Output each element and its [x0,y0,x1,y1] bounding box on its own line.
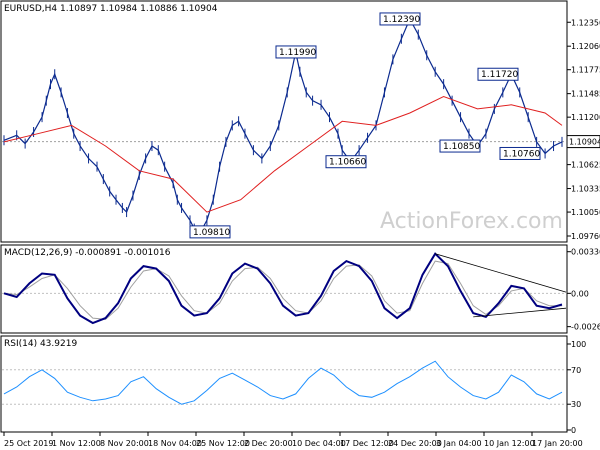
price-axis-label: 1.11775 [571,66,600,75]
rsi-axis-label: 70 [571,366,581,375]
callout-box [275,45,317,59]
price-header: EURUSD,H4 1.10897 1.10984 1.10886 1.1090… [4,4,218,14]
callout-label: 1.10760 [503,149,540,159]
price-axis-label: 1.12350 [571,18,600,27]
callout-1.12390: 1.12390 [379,12,421,26]
price-axis-label: 1.10335 [571,185,600,194]
price-axis-label: 1.10625 [571,161,600,170]
series-line-macd [3,252,563,325]
x-axis-label: 17 Dec 12:00 [340,439,394,448]
x-axis-label: 10 Dec 04:00 [292,439,346,448]
x-axis-label: 17 Jan 20:00 [532,439,583,448]
series-line-signal [3,260,562,320]
x-axis-label: 2 Dec 20:00 [244,439,293,448]
callout-1.10850: 1.10850 [439,139,481,153]
rsi-layer [2,360,566,405]
callout-box [379,12,421,26]
callout-label: 1.09810 [193,228,230,238]
watermark: ActionForex.com [380,209,563,234]
callout-box [439,139,481,153]
price-panel-frame [0,0,568,243]
price-axis-label: 1.11200 [571,113,600,122]
callout-box [477,67,519,81]
callout-label: 1.11990 [279,48,316,58]
rsi-axis-label: 0 [571,426,576,435]
price-axis-label: 1.11485 [571,90,600,99]
price-layer: 1.12390 1.11990 1.11720 1.10850 1.10660 1.107… [2,12,566,239]
price-axis-label: 1.10050 [571,208,600,217]
callout-box [325,155,367,169]
macd-trendline-lower [473,307,567,318]
callout-1.10660: 1.10660 [325,155,367,169]
rsi-axis-label: 30 [571,400,581,409]
callout-1.10760: 1.10760 [499,146,541,160]
x-axis-label: 18 Nov 04:00 [148,439,202,448]
macd-axis-label: 0.00 [571,289,589,298]
x-axis-label: 25 Oct 2019 [4,439,53,448]
callout-1.11990: 1.11990 [275,45,317,59]
axis-layer: 1.12350 1.12060 1.11775 1.11485 1.11200 1.109… [3,18,600,448]
x-axis-label: 3 Jan 04:00 [436,439,482,448]
current-price-tag [566,135,600,149]
callout-label: 1.10850 [443,142,480,152]
x-axis-label: 8 Nov 20:00 [100,439,149,448]
x-axis-label: 1 Nov 12:00 [52,439,101,448]
macd-axis-label: -0.002691 [571,323,600,332]
macd-axis-label: 0.003362 [571,248,600,257]
callout-label: 1.11720 [481,70,518,80]
rsi-panel-frame [0,335,568,433]
callout-1.09810: 1.09810 [189,225,231,239]
price-axis-label: 1.09760 [571,232,600,241]
callout-1.11720: 1.11720 [477,67,519,81]
rsi-axis-label: 100 [571,340,586,349]
series-line-ma [3,95,563,213]
price-axis-label: 1.12060 [571,42,600,51]
callout-label: 1.12390 [383,15,420,25]
callout-box [499,146,541,160]
macd-trendline-upper [435,253,567,293]
callout-box [189,225,231,239]
series-line-rsi [3,360,563,405]
callout-label: 1.10660 [329,158,366,168]
rsi-title: RSI(14) 43.9219 [4,339,77,349]
x-axis-label: 10 Jan 12:00 [484,439,535,448]
macd-layer [2,252,567,325]
x-axis-label: 25 Nov 12:00 [196,439,250,448]
current-price-label: 1.10904 [569,138,600,147]
x-axis-label: 24 Dec 20:00 [388,439,442,448]
macd-title: MACD(12,26,9) -0.000891 -0.001016 [4,248,171,258]
